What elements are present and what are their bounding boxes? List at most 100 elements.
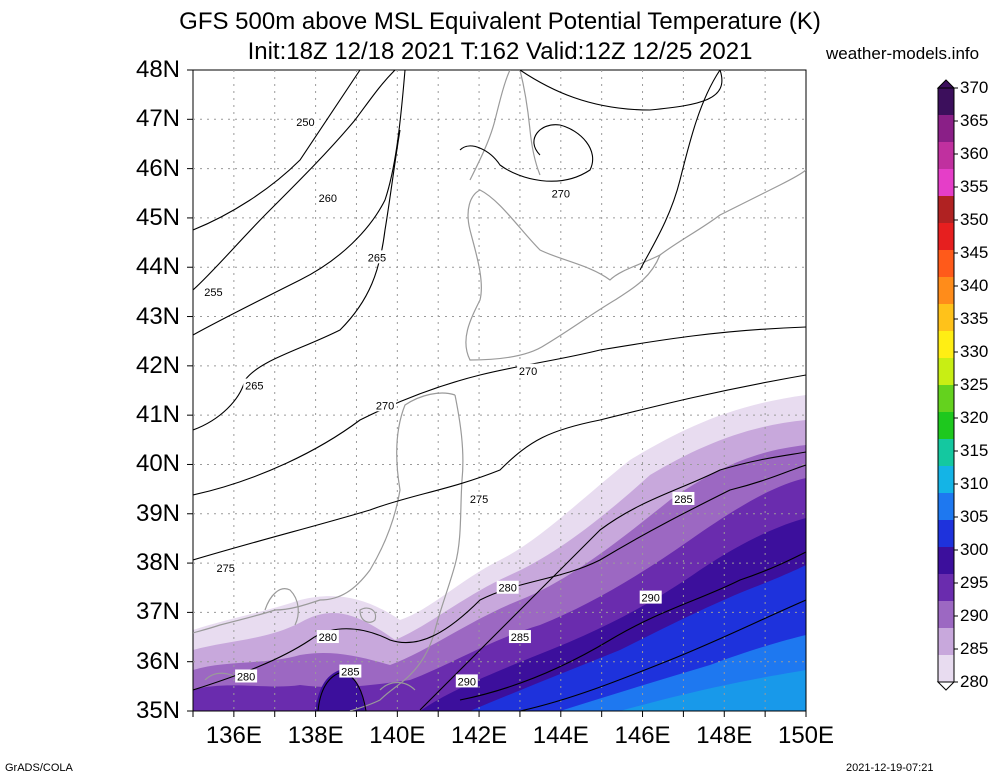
- colorbar-swatch: [938, 547, 954, 575]
- contour-label: 280: [498, 583, 516, 595]
- contour-label: 290: [642, 593, 660, 605]
- contour-label-bg: [468, 491, 491, 505]
- colorbar-label: 340: [960, 276, 989, 295]
- lon-label: 144E: [532, 722, 589, 749]
- colorbar-swatch: [938, 601, 954, 629]
- coastlines: [193, 70, 806, 711]
- lat-label: 39N: [135, 499, 180, 527]
- lat-label: 35N: [135, 697, 180, 724]
- band-290-pocket: [315, 670, 365, 711]
- colorbar: [936, 79, 958, 691]
- colorbar-label: 300: [960, 540, 989, 559]
- colorbar-swatch: [938, 628, 954, 656]
- lat-label: 40N: [135, 450, 180, 478]
- contour-label: 285: [511, 632, 529, 644]
- lon-label: 146E: [614, 722, 671, 749]
- lat-label: 44N: [135, 253, 180, 281]
- contour-label: 260: [319, 193, 337, 205]
- contour-label: 250: [296, 117, 314, 129]
- colorbar-bottom-arrow: [936, 681, 956, 691]
- colorbar-label: 355: [960, 177, 989, 196]
- contour-label: 280: [319, 632, 337, 644]
- colorbar-swatch: [938, 88, 954, 116]
- contour-label: 265: [245, 381, 263, 393]
- colorbar-label: 310: [960, 474, 989, 493]
- footer-left: GrADS/COLA: [5, 762, 73, 774]
- colorbar-top-arrow: [936, 79, 956, 89]
- colorbar-label: 360: [960, 144, 989, 163]
- colorbar-swatch: [938, 277, 954, 305]
- theta-e-fill: [193, 395, 806, 711]
- colorbar-label: 285: [960, 639, 989, 658]
- contour-label-bg: [214, 561, 237, 575]
- contour-label: 270: [519, 366, 537, 378]
- lat-lon-grid: [193, 70, 806, 711]
- contour-lines: [193, 70, 806, 711]
- colorbar-label: 320: [960, 408, 989, 427]
- colorbar-label: 305: [960, 507, 989, 526]
- contour-label-bg: [672, 491, 695, 505]
- contour-label: 280: [237, 671, 255, 683]
- contour-label-bg: [496, 580, 519, 594]
- lon-label: 138E: [287, 722, 344, 749]
- contour-label: 270: [376, 400, 394, 412]
- contour-label-bg: [517, 363, 540, 377]
- colorbar-swatch: [938, 412, 954, 440]
- colorbar-swatch: [938, 169, 954, 197]
- contour-label-bg: [339, 664, 362, 678]
- contour-label-bg: [316, 191, 339, 205]
- colorbar-swatch: [938, 439, 954, 467]
- contour-labels: 250 255 260 265 265 270 270 270 275 275 280 280 280 2…: [202, 114, 695, 688]
- contour-label: 285: [341, 667, 359, 679]
- contour-label-bg: [549, 186, 572, 200]
- colorbar-swatch: [938, 358, 954, 386]
- lat-label: 38N: [135, 549, 180, 577]
- contour-label-bg: [243, 378, 266, 392]
- lat-label: 36N: [135, 647, 180, 675]
- contour-label: 270: [552, 188, 570, 200]
- colorbar-label: 290: [960, 606, 989, 625]
- colorbar-label: 330: [960, 342, 989, 361]
- lon-label: 136E: [205, 722, 262, 749]
- lat-label: 47N: [135, 105, 180, 133]
- lat-label: 37N: [135, 598, 180, 626]
- contour-label-bg: [374, 398, 397, 412]
- contour-label: 265: [368, 252, 386, 264]
- lat-label: 45N: [135, 203, 180, 231]
- colorbar-swatch: [938, 223, 954, 251]
- colorbar-swatch: [938, 466, 954, 494]
- chart-title: GFS 500m above MSL Equivalent Potential …: [179, 8, 821, 35]
- map-frame: [192, 69, 807, 712]
- source-label: weather-models.info: [826, 44, 980, 63]
- colorbar-label: 350: [960, 210, 989, 229]
- lon-label: 140E: [369, 722, 426, 749]
- contour-label-bg: [235, 669, 258, 683]
- colorbar-label: 335: [960, 309, 989, 328]
- contour-label: 275: [217, 563, 235, 575]
- colorbar-swatch: [938, 574, 954, 602]
- colorbar-label: 315: [960, 441, 989, 460]
- contour-label: 275: [470, 494, 488, 506]
- colorbar-label: 325: [960, 375, 989, 394]
- colorbar-swatch: [938, 385, 954, 413]
- colorbar-swatch: [938, 250, 954, 278]
- colorbar-swatch: [938, 142, 954, 170]
- lat-label: 48N: [135, 56, 180, 83]
- colorbar-swatch: [938, 520, 954, 548]
- axis-ticks: [187, 69, 807, 717]
- colorbar-label: 370: [960, 78, 989, 97]
- contour-label: 255: [204, 287, 222, 299]
- colorbar-swatch: [938, 493, 954, 521]
- lat-label: 46N: [135, 154, 180, 182]
- colorbar-swatch: [938, 196, 954, 224]
- lat-label: 41N: [135, 401, 180, 429]
- colorbar-swatch: [938, 655, 954, 683]
- contour-label-bg: [508, 630, 531, 644]
- lon-label: 150E: [777, 722, 835, 749]
- lon-label: 148E: [696, 722, 753, 749]
- contour-label-bg: [316, 630, 339, 644]
- lat-label: 43N: [135, 302, 180, 330]
- contour-label-bg: [639, 590, 662, 604]
- contour-label-bg: [294, 114, 317, 128]
